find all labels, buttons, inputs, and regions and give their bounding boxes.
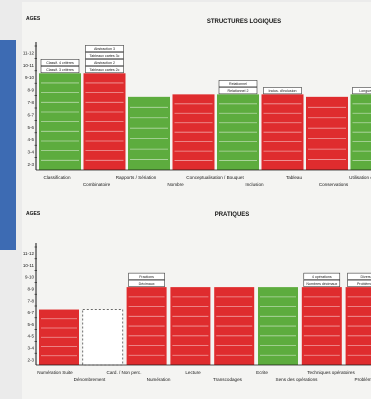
panel-1-bar-label: Relationnel 2 [228,89,249,93]
panel-1-bar-label-box [85,66,124,74]
panel-2-y-tick-label: 3-4 [27,345,34,350]
panel-1-y-tick-label: 10-11 [23,63,35,68]
panel-2-y-tick-label: 9-10 [25,275,35,280]
panel-2-x-tick-label: Dénombrement [74,377,106,382]
sidebar-stripe [0,40,16,250]
panel-1-bar-label-box [218,80,258,88]
panel-2-bar-label-box [303,279,341,287]
panel-1-bar-label-box [40,66,80,74]
panel-2-x-tick-label: Problèmes [355,377,371,382]
panel-2-x-tick-label: Card. / Non perc. [107,370,142,375]
panel-1-y-tick-label: 8-9 [27,88,34,93]
panel-2-bar-label-box [347,272,371,280]
panel-1-bar-label-box [263,87,302,95]
panel-2-bar-label-box [128,272,165,280]
panel-2-x-tick-label: Sens des opérations [276,377,319,382]
panel-1-bar-label: Relationnel [229,82,247,86]
panel-2-bar-label: Problèmes [357,282,371,286]
panel-2-y-axis-label: AGES [26,211,41,217]
panel-2-bar-label: Fractions [139,275,154,279]
panel-1-x-tick-label: Conservations [319,182,349,187]
panel-1-x-tick-label: Combinatoire [83,182,111,187]
panel-2-y-tick-label: 6-7 [27,310,34,315]
panel-2-bar [82,309,124,366]
panel-1-bar [306,96,348,170]
panel-1-bar-label: Abstraction 2 [94,61,115,65]
panel-2-bar-label-box [347,279,371,287]
panel-1-bar-label: Abstraction 3 [94,47,115,51]
panel-1-x-tick-label: Classification [43,175,71,180]
panel-1-y-tick-label: 7-8 [27,100,34,105]
panel-2-bar-label: Nombres décimaux [306,282,337,286]
panel-1-y-tick-label: 4-5 [27,137,34,142]
panel-1-bar-label-box [218,87,258,95]
panel-1-bar-label: Classif. 3 critères [46,68,74,72]
panel-2-title: PRATIQUES [215,212,250,218]
panel-1-y-tick-label: 9-10 [25,75,35,80]
panel-1-x-tick-label: Rapports / Sériation [116,175,157,180]
panel-1-bar-label-box [85,59,124,67]
panel-2-bar-label-box [303,272,341,280]
panel-1-x-tick-label: Tableau [286,175,303,180]
panel-1-bar-label-box [85,52,124,60]
panel-2-x-tick-label: Numération [147,377,171,382]
panel-1-y-tick-label: 5-6 [27,125,34,130]
panel-1-bar-label-box [40,59,80,67]
panel-2-bar-label-box [128,279,165,287]
panel-2-y-tick-label: 5-6 [27,322,34,327]
panel-2-y-tick-label: 11-12 [23,251,35,256]
panel-1-bar-label: Classif. 4 critères [46,61,74,65]
panel-2-y-tick-label: 10-11 [23,263,35,268]
panel-2-bar-label: Décimaux [139,282,155,286]
panel-1-bar-label-box [85,45,124,53]
panel-1-bar-label-box [352,87,371,95]
panel-2-bar-label: Divers [361,275,371,279]
panel-2-x-tick-label: Ecrite [256,370,268,375]
panel-1-bar-label: Tableaux cartes 2c [90,68,120,72]
panel-2-x-tick-label: Techniques opératoires [307,370,355,375]
panel-2-x-tick-label: Numération Suite [37,370,73,375]
panel-1-y-axis-label: AGES [26,16,41,22]
panel-1-bar-label: Inclus. d'inclusion [268,89,296,93]
panel-2-bar-label: 4 opérations [312,275,332,279]
panel-1-bar-label: Longueurs / Cb [359,89,371,93]
panel-2-y-tick-label: 8-9 [27,286,34,291]
panel-1-x-tick-label: Utilisation des nombres [349,175,371,180]
panel-1-y-tick-label: 3-4 [27,150,34,155]
panel-2-y-tick-label: 4-5 [27,334,34,339]
panel-2-x-tick-label: Lecture [185,370,201,375]
panel-1-x-tick-label: Conceptualisation / Bouquet [186,175,244,180]
panel-2-y-tick-label: 7-8 [27,298,34,303]
panel-1-y-tick-label: 6-7 [27,112,34,117]
panel-1-title: STRUCTURES LOGIQUES [207,19,281,25]
panel-1-x-tick-label: Nombre [167,182,184,187]
panel-2-x-tick-label: Transcodages [213,377,243,382]
panel-1-y-tick-label: 2-3 [27,162,34,167]
panel-1-bar-label: Tableaux cartes 3c [90,54,120,58]
panel-1-y-tick-label: 11-12 [23,50,35,55]
panel-2-y-tick-label: 2-3 [27,357,34,362]
panel-1-x-tick-label: Inclusion [245,182,264,187]
panel-1-bar [128,96,170,170]
